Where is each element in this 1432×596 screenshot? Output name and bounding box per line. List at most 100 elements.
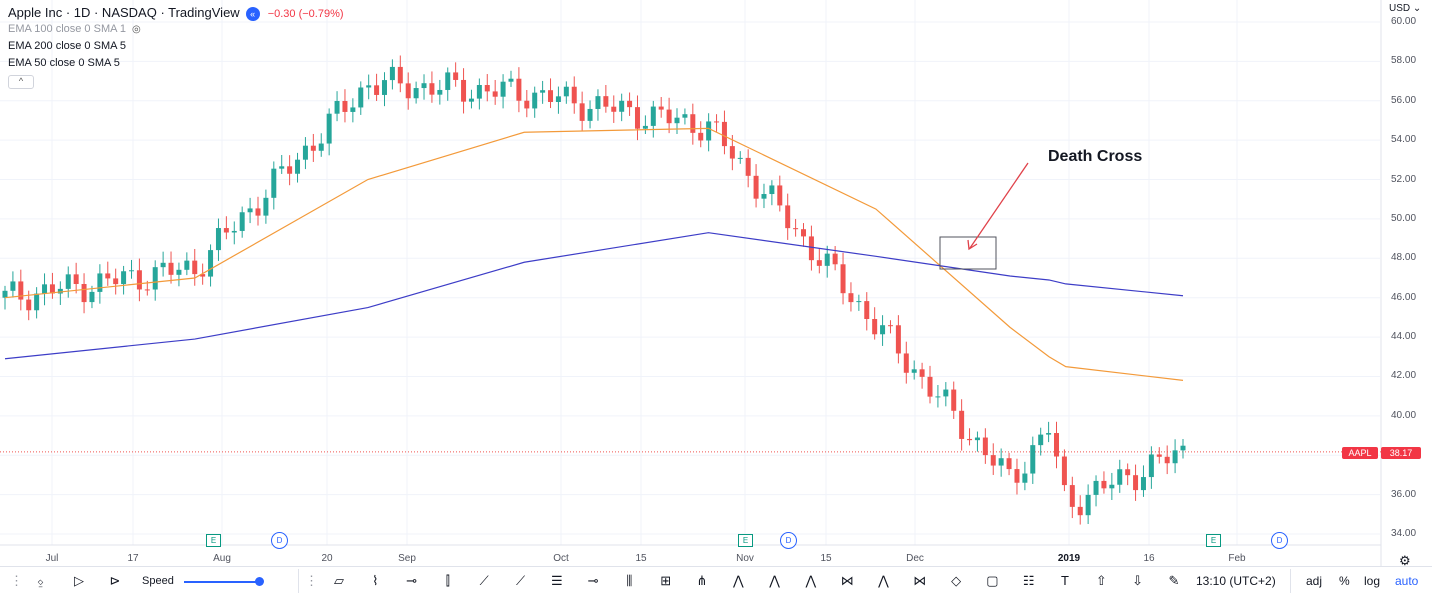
candle-body (184, 260, 190, 270)
horizontal-ray-icon[interactable]: ⊸ (406, 573, 418, 588)
candle-body (89, 291, 95, 303)
symbol-price-badge: AAPL (1342, 447, 1378, 459)
price-tick: 54.00 (1391, 134, 1417, 146)
xabcd-pattern-icon[interactable]: ⋀ (878, 573, 889, 588)
death-cross-annotation[interactable]: Death Cross (1048, 148, 1143, 165)
long-position-icon[interactable]: ⊞ (660, 573, 672, 588)
elliott-12345-icon[interactable]: ⋀ (732, 573, 744, 588)
candle-body (753, 175, 759, 199)
chart-canvas[interactable] (0, 0, 1432, 566)
candle-body (967, 438, 973, 441)
candle-body (1022, 473, 1028, 483)
triangle-pattern-icon[interactable]: ⋈ (840, 573, 854, 588)
candle-body (880, 325, 886, 335)
trend-angle-icon[interactable]: ⟋ (479, 573, 489, 588)
dividend-marker[interactable]: D (271, 532, 288, 549)
time-tick: Oct (553, 553, 569, 564)
candle-body (437, 89, 443, 95)
candle-body (769, 185, 775, 195)
candle-body (326, 113, 332, 144)
candle-body (840, 264, 846, 294)
currency-selector[interactable]: USD ⌄ (1389, 3, 1421, 14)
step-forward-icon[interactable]: ⊳ (109, 573, 121, 588)
head-shoulders-icon[interactable]: ⋈ (913, 573, 927, 588)
brush-icon[interactable]: ✎ (1168, 573, 1180, 588)
vertical-line-icon[interactable]: ⫿ (445, 573, 450, 588)
replay-icon[interactable]: « (245, 6, 260, 21)
toolbar-divider (1290, 569, 1291, 593)
candle-body (706, 121, 712, 141)
legend-collapse-button[interactable]: ^ (8, 75, 34, 89)
list-icon[interactable]: ☷ (1022, 573, 1035, 588)
abcde-pattern-icon[interactable]: ⋀ (805, 573, 817, 588)
auto-toggle[interactable]: auto (1395, 574, 1419, 588)
candle-body (1164, 456, 1170, 464)
earnings-marker[interactable]: E (206, 534, 221, 547)
time-tick: Dec (906, 553, 924, 564)
earnings-marker[interactable]: E (1206, 534, 1221, 547)
poly-icon[interactable]: ◇ (951, 573, 962, 588)
arrow-down-icon[interactable]: ⇩ (1132, 573, 1144, 588)
candle-body (1046, 433, 1052, 435)
speed-slider-track[interactable] (184, 581, 260, 583)
indicator-ema100[interactable]: EMA 100 close 0 SMA 1 ◎ (8, 21, 344, 38)
candle-body (168, 262, 174, 275)
horizontal-line-icon[interactable]: ⊸ (587, 573, 599, 588)
candle-body (113, 278, 119, 285)
candle-body (121, 271, 127, 285)
time-display[interactable]: 13:10 (UTC+2) (1196, 574, 1276, 588)
symbol-title[interactable]: Apple Inc · 1D · NASDAQ · TradingView (8, 5, 240, 20)
candle-body (982, 437, 988, 456)
candle-body (516, 78, 522, 101)
fib-icon[interactable]: ⫼ (626, 573, 633, 588)
candle-body (737, 157, 743, 159)
percent-toggle[interactable]: % (1339, 574, 1350, 588)
indicator-ema200[interactable]: EMA 200 close 0 SMA 5 (8, 38, 344, 55)
log-toggle[interactable]: log (1364, 574, 1381, 588)
candle-body (1109, 484, 1115, 489)
last-price-badge: 38.17 (1381, 447, 1421, 459)
candle-body (1156, 454, 1162, 457)
price-tick: 40.00 (1391, 409, 1417, 421)
parallel-channel-icon[interactable]: ⌇ (372, 573, 379, 588)
candle-body (461, 79, 467, 102)
candle-body (1069, 485, 1075, 507)
horizontal-lines-icon[interactable]: ☰ (550, 573, 563, 588)
candle-body (951, 389, 957, 411)
candle-body (611, 106, 617, 112)
candle-body (295, 159, 301, 174)
candle-body (1148, 454, 1154, 478)
drag-handle-icon[interactable]: ⋮ (305, 573, 318, 588)
candle-body (374, 85, 380, 95)
arrow-up-icon[interactable]: ⇧ (1095, 573, 1107, 588)
candle-body (587, 108, 593, 121)
eye-off-icon[interactable]: ◎ (132, 24, 141, 35)
drag-handle-icon[interactable]: ⋮ (10, 573, 23, 588)
speed-slider-knob[interactable] (255, 577, 264, 586)
candle-body (1038, 434, 1044, 446)
rect-select-icon[interactable]: ▢ (986, 573, 999, 588)
indicator-ema50[interactable]: EMA 50 close 0 SMA 5 (8, 55, 344, 72)
price-tick: 52.00 (1391, 173, 1417, 185)
rectangle-icon[interactable]: ▱ (334, 573, 344, 588)
candle-body (627, 100, 633, 108)
indicator-ema100-label: EMA 100 close 0 SMA 1 (8, 23, 127, 35)
settings-gear-icon[interactable]: ⚙ (1399, 553, 1411, 568)
price-change: −0.30 (−0.79%) (267, 8, 344, 20)
play-icon[interactable]: ▷ (74, 573, 84, 588)
dividend-marker[interactable]: D (1271, 532, 1288, 549)
candle-body (73, 274, 79, 285)
dividend-marker[interactable]: D (780, 532, 797, 549)
pitchfork-icon[interactable]: ⋔ (696, 573, 708, 588)
text-icon[interactable]: T (1061, 573, 1069, 588)
annotation-arrowhead (967, 239, 978, 251)
candle-body (413, 88, 419, 99)
adj-toggle[interactable]: adj (1306, 574, 1323, 588)
candle-body (729, 146, 735, 159)
candle-body (287, 166, 293, 174)
select-bar-icon[interactable]: ⍚ (37, 573, 45, 588)
abcd-pattern-icon[interactable]: ⋀ (769, 573, 780, 588)
candle-body (136, 270, 142, 290)
earnings-marker[interactable]: E (738, 534, 753, 547)
trend-line-icon[interactable]: ⟋ (515, 573, 526, 588)
